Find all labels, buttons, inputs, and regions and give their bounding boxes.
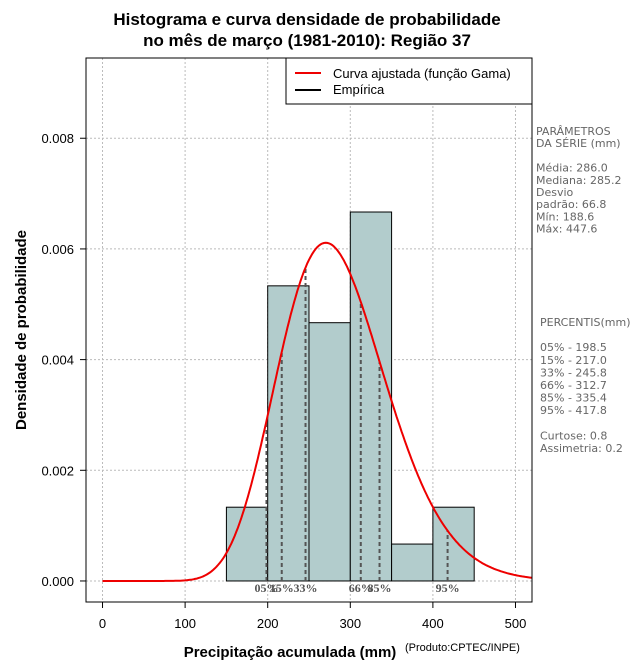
- x-axis-title: Precipitação acumulada (mm): [184, 644, 397, 660]
- percentile-info-line-9: Curtose: 0.8: [540, 429, 607, 442]
- percentile-info-line-2: 05% - 198.5: [540, 341, 607, 354]
- percentile-label-95: 95%: [436, 581, 460, 595]
- percentile-info-line-4: 33% - 245.8: [540, 366, 607, 379]
- chart-title-line-1: Histograma e curva densidade de probabil…: [113, 10, 500, 29]
- y-axis-title: Densidade de probabilidade: [13, 230, 30, 430]
- percentile-info-line-5: 66% - 312.7: [540, 379, 607, 392]
- param-line-1: DA SÉRIE (mm): [536, 137, 621, 150]
- y-tick-label-1: 0.002: [41, 463, 74, 478]
- histogram-bar-1: [267, 285, 310, 582]
- percentile-info-line-0: PERCENTIS(mm): [540, 316, 631, 329]
- histogram-bar-0: [225, 506, 269, 582]
- x-tick-label-2: 200: [257, 616, 279, 631]
- percentile-label-85: 85%: [368, 581, 392, 595]
- x-tick-label-1: 100: [174, 616, 196, 631]
- param-line-3: Média: 286.0: [536, 162, 608, 175]
- percentile-info-line-3: 15% - 217.0: [540, 354, 607, 367]
- legend-box: [285, 57, 533, 105]
- param-line-4: Mediana: 285.2: [536, 174, 621, 187]
- x-tick-label-5: 500: [505, 616, 527, 631]
- y-tick-label-3: 0.006: [41, 242, 74, 257]
- histogram-bar-2: [308, 322, 351, 582]
- percentile-info-line-6: 85% - 335.4: [540, 392, 607, 405]
- chart-title-line-2: no mês de março (1981-2010): Região 37: [143, 31, 471, 50]
- y-tick-label-0: 0.000: [41, 574, 74, 589]
- param-line-6: padrão: 66.8: [536, 198, 606, 211]
- param-line-0: PARÂMETROS: [536, 125, 611, 138]
- percentile-info-line-7: 95% - 417.8: [540, 404, 607, 417]
- param-line-7: Mín: 188.6: [536, 210, 594, 223]
- legend-label-empirical: Empírica: [333, 82, 385, 97]
- histogram-bar-4: [391, 543, 434, 582]
- histogram-bars: [225, 211, 475, 582]
- percentile-label-05: 05%: [254, 581, 278, 595]
- x-tick-label-3: 300: [339, 616, 361, 631]
- percentile-info-line-10: Assimetria: 0.2: [540, 442, 623, 455]
- series-parameters-panel: PARÂMETROS DA SÉRIE (mm) Média: 286.0Medi…: [536, 125, 631, 455]
- percentile-label-66: 66%: [349, 581, 373, 595]
- percentile-label-33: 33%: [294, 581, 318, 595]
- param-line-8: Máx: 447.6: [536, 223, 597, 236]
- y-tick-label-4: 0.008: [41, 131, 74, 146]
- product-credit: (Produto:CPTEC/INPE): [405, 642, 520, 654]
- axes-layer: 0 100 200 300 400 500 0.000 0.002 0.004 0.006 0.00…: [41, 131, 526, 631]
- y-tick-label-2: 0.004: [41, 353, 74, 368]
- param-line-5: Desvio: [536, 186, 574, 199]
- x-tick-label-4: 400: [422, 616, 444, 631]
- percentile-label-15: 15%: [270, 581, 294, 595]
- percentile-lines: 05%15% 33% 66%85% 95%: [254, 267, 460, 595]
- gamma-curve-layer: [102, 241, 533, 582]
- legend: Curva ajustada (função Gama) Empírica: [285, 57, 533, 105]
- legend-label-fitted-curve: Curva ajustada (função Gama): [333, 66, 511, 81]
- gamma-fit-curve: [102, 241, 533, 582]
- x-tick-label-0: 0: [99, 616, 106, 631]
- histogram-bar-3: [349, 211, 393, 582]
